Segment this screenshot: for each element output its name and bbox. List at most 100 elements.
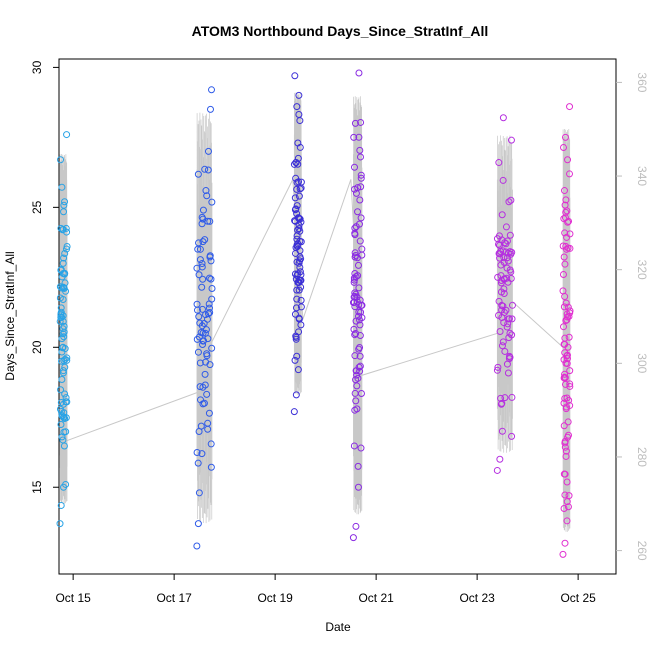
data-point [195,427,203,435]
data-point [58,273,66,281]
x-tick-label: Oct 17 [156,591,192,605]
data-point [207,463,215,471]
data-point [503,323,511,331]
data-point [296,247,304,255]
data-point [351,119,359,127]
data-point [58,335,66,343]
data-point [354,483,362,491]
data-point [496,328,504,336]
trace-line [59,92,571,532]
data-point [296,143,304,151]
data-point [357,171,365,179]
data-point [62,224,70,232]
data-point [356,146,364,154]
data-point [61,198,69,206]
data-point [297,303,305,311]
data-point [198,220,206,228]
y-tick-label: 20 [30,340,44,354]
data-point [60,201,68,209]
data-point [561,470,569,478]
data-point [500,285,508,293]
data-point [204,147,212,155]
y-axis-label: Days_Since_StratInf_All [3,251,17,380]
data-point [566,380,574,388]
data-point [205,274,213,282]
data-point [357,214,365,222]
data-point [197,396,205,404]
data-point [206,253,214,261]
data-point [63,245,71,253]
data-point [59,283,67,291]
data-point [57,156,65,164]
data-point [292,304,300,312]
data-point [295,110,303,118]
data-point [563,498,571,506]
data-point [199,238,207,246]
data-point [351,406,359,414]
data-point [198,260,206,268]
data-point [201,381,209,389]
data-point [208,198,216,206]
data-point [563,310,571,318]
data-point [564,156,572,164]
data-point [563,517,571,525]
data-point [495,159,503,167]
data-point [500,308,508,316]
data-point [57,386,65,394]
data-point [350,442,358,450]
data-point [351,352,359,360]
data-point [559,550,567,558]
data-point [202,311,210,319]
data-point [564,313,572,321]
data-point [199,329,207,337]
data-point [351,289,359,297]
data-point [501,394,509,402]
data-point [57,224,65,232]
data-point [561,370,569,378]
data-point [61,249,69,257]
data-point [295,276,303,284]
data-point [206,105,214,113]
data-point [508,315,516,323]
data-point [60,322,68,330]
data-point [560,505,568,513]
x-tick-label: Oct 15 [55,591,91,605]
data-point [57,420,65,428]
data-point [57,501,65,509]
data-point [206,217,214,225]
data-point [566,170,574,178]
data-point [196,256,204,264]
data-point [201,236,209,244]
data-point [357,390,365,398]
right-tick-label: 340 [635,166,649,186]
data-point [59,367,67,375]
data-point [506,231,514,239]
data-point [350,276,358,284]
data-point [193,264,201,272]
data-point [564,503,572,511]
data-point [62,480,70,488]
data-point [508,301,516,309]
x-tick-label: Oct 25 [560,591,596,605]
data-point [59,259,67,267]
data-point [559,242,567,250]
data-point [560,187,568,195]
data-point [563,478,571,486]
data-point [508,393,516,401]
data-point [291,356,299,364]
data-point [193,542,201,550]
data-point [357,183,365,191]
data-point [195,313,203,321]
data-point [561,491,569,499]
data-point [351,163,359,171]
data-point [296,227,304,235]
data-point [293,185,301,193]
data-point [497,248,505,256]
data-point [562,316,570,324]
data-point [290,408,298,416]
data-point [204,166,212,174]
data-point [355,133,363,141]
data-point [60,254,68,262]
data-point [496,254,504,262]
data-point [292,391,300,399]
